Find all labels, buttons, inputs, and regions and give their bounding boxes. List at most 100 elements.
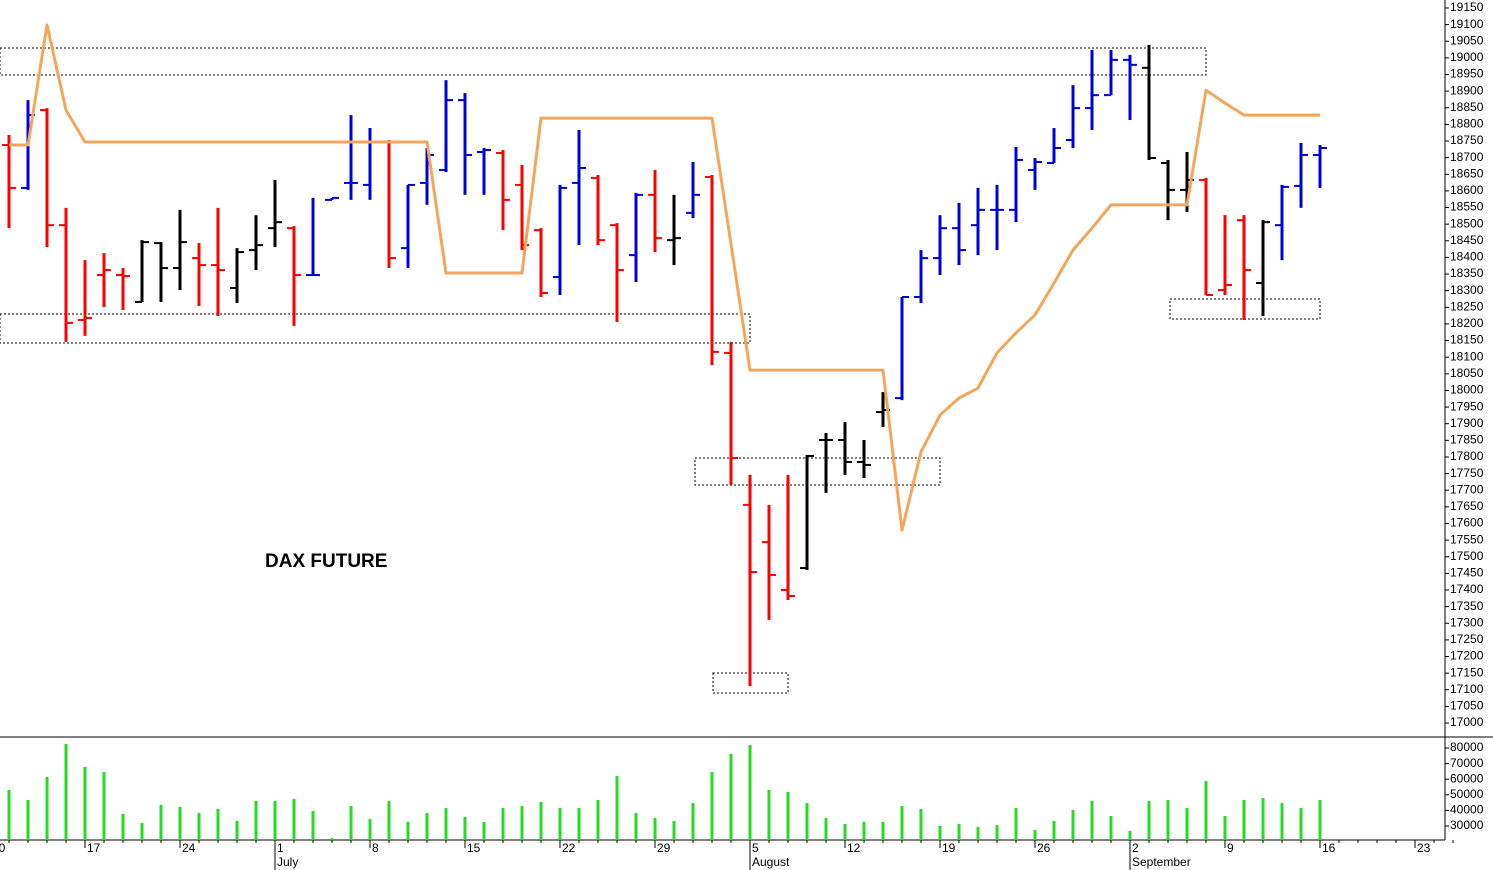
volume-bar [349, 806, 353, 840]
volume-bar [501, 808, 505, 840]
volume-bar [805, 803, 809, 840]
volume-bar [254, 801, 258, 840]
volume-bar [1223, 816, 1227, 840]
volume-bar [311, 811, 315, 840]
y-tick-label: 18250 [1450, 299, 1484, 313]
y-tick-label: 17400 [1450, 582, 1484, 596]
x-tick-label: 22 [562, 841, 576, 855]
volume-bar [615, 775, 619, 840]
y-tick-label: 18850 [1450, 100, 1484, 114]
month-label: September [1132, 855, 1191, 869]
volume-bar [406, 821, 410, 840]
zone [0, 313, 751, 344]
x-tick-label: 1 [277, 841, 284, 855]
volume-bar [919, 808, 923, 840]
y-tick-label: 18050 [1450, 366, 1484, 380]
month-label: July [277, 855, 298, 869]
volume-bar [1166, 799, 1170, 840]
y-tick-label: 17150 [1450, 665, 1484, 679]
volume-bar [64, 743, 68, 840]
volume-bar [672, 821, 676, 840]
zone [0, 47, 1207, 76]
volume-bar [1090, 801, 1094, 840]
x-tick-label: 15 [467, 841, 481, 855]
y-tick-label: 18700 [1450, 150, 1484, 164]
volume-bar [938, 826, 942, 840]
y-tick-label: 17250 [1450, 632, 1484, 646]
y-tick-label: 17900 [1450, 416, 1484, 430]
x-tick-label: 2 [1132, 841, 1139, 855]
volume-bar [843, 823, 847, 840]
y-tick-label: 17100 [1450, 682, 1484, 696]
volume-bar [7, 789, 11, 840]
y-tick-label: 30000 [1450, 818, 1484, 832]
volume-bar [1128, 830, 1132, 840]
volume-bar [368, 818, 372, 840]
volume-bar [729, 753, 733, 840]
volume-bar [767, 789, 771, 840]
volume-bar [1299, 808, 1303, 840]
x-tick-label: 24 [182, 841, 196, 855]
annotation: DAX FUTURE [265, 551, 387, 572]
y-tick-label: 17350 [1450, 599, 1484, 613]
y-tick-label: 18100 [1450, 349, 1484, 363]
volume-bar [45, 777, 49, 840]
x-tick-label: 26 [1037, 841, 1051, 855]
volume-bar [1109, 816, 1113, 840]
y-tick-label: 17450 [1450, 566, 1484, 580]
x-tick-label: 29 [657, 841, 671, 855]
y-tick-label: 18650 [1450, 166, 1484, 180]
y-tick-label: 17700 [1450, 482, 1484, 496]
month-label: August [752, 855, 790, 869]
volume-bar [634, 813, 638, 840]
zones [0, 47, 1321, 694]
volume-bar [881, 821, 885, 840]
x-tick-label: 8 [372, 841, 379, 855]
volume-bar [520, 806, 524, 840]
volume-bar [330, 838, 334, 840]
volume-bar [900, 806, 904, 840]
y-tick-label: 17800 [1450, 449, 1484, 463]
y-tick-label: 18750 [1450, 133, 1484, 147]
y-tick-label: 18300 [1450, 283, 1484, 297]
y-tick-label: 18550 [1450, 200, 1484, 214]
y-tick-label: 18350 [1450, 266, 1484, 280]
volume-bar [102, 772, 106, 840]
volume-bar [1147, 801, 1151, 840]
y-tick-label: 19050 [1450, 33, 1484, 47]
volume-bar [824, 818, 828, 840]
volume-bar [1033, 830, 1037, 840]
volume-bar [1280, 803, 1284, 840]
volume-bar [596, 799, 600, 840]
y-tick-label: 17050 [1450, 699, 1484, 713]
volume-bar [83, 767, 87, 840]
y-tick-label: 17200 [1450, 649, 1484, 663]
volume-bar [957, 823, 961, 840]
volume-bar [1242, 799, 1246, 840]
y-tick-label: 18500 [1450, 216, 1484, 230]
y-tick-label: 18450 [1450, 233, 1484, 247]
volume-bar [691, 803, 695, 840]
volume-bar [1261, 798, 1265, 840]
y-tick-label: 17600 [1450, 516, 1484, 530]
volume-bar [1204, 781, 1208, 840]
y-tick-label: 80000 [1450, 740, 1484, 754]
y-tick-label: 50000 [1450, 787, 1484, 801]
volume-bar [178, 806, 182, 840]
y-tick-label: 70000 [1450, 756, 1484, 770]
volume-bar [463, 816, 467, 840]
volume-bar [1318, 799, 1322, 840]
x-tick-label: 23 [1417, 841, 1431, 855]
x-tick-label: 17 [87, 841, 101, 855]
volume-bar [710, 772, 714, 840]
y-tick-label: 17000 [1450, 715, 1484, 729]
volume-bar [786, 791, 790, 840]
y-tick-label: 17300 [1450, 615, 1484, 629]
y-tick-label: 19100 [1450, 17, 1484, 31]
volume-bar [444, 808, 448, 840]
x-tick-label: 16 [1322, 841, 1336, 855]
y-tick-label: 18000 [1450, 383, 1484, 397]
volume-bar [976, 826, 980, 840]
y-tick-label: 18900 [1450, 83, 1484, 97]
